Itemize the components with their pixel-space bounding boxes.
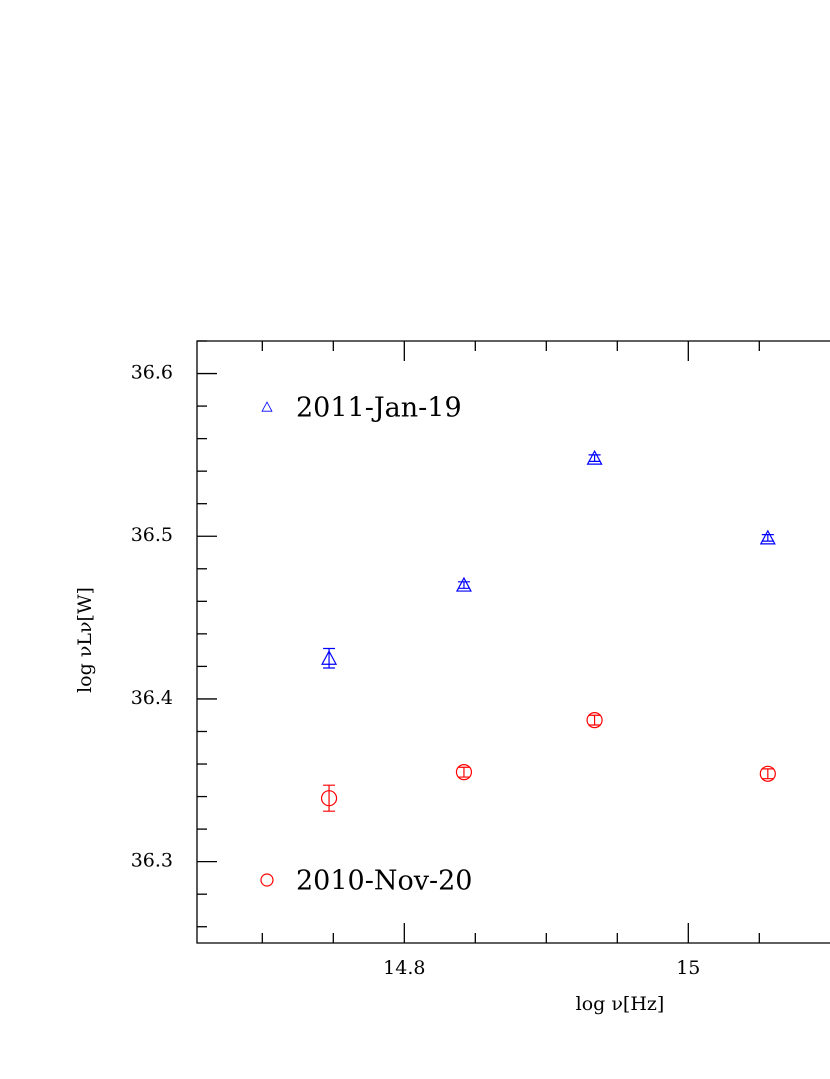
point: [586, 711, 603, 729]
error-bar: [761, 768, 774, 780]
y-axis-label: log νLν[W]: [74, 587, 96, 693]
y-tick-label: 36.4: [131, 687, 173, 709]
error-bar: [457, 766, 470, 778]
legend-marker: [261, 401, 273, 412]
y-tick-label: 36.6: [131, 362, 173, 384]
legend-text: 2011-Jan-19: [296, 393, 462, 424]
error-bar: [457, 581, 470, 589]
error-bar: [323, 784, 336, 812]
point: [586, 449, 603, 465]
point: [759, 765, 776, 782]
error-bar: [588, 454, 601, 462]
point: [455, 764, 473, 781]
legend-text: 2010-Nov-20: [296, 866, 472, 897]
x-tick-label: 15: [676, 957, 700, 979]
point: [455, 576, 472, 592]
error-bar: [761, 534, 774, 542]
y-tick-label: 36.3: [131, 850, 173, 872]
x-tick-label: 14.8: [383, 957, 425, 979]
legend-marker: [260, 873, 274, 887]
point: [320, 790, 338, 807]
error-bar: [588, 714, 601, 726]
point: [321, 650, 338, 665]
y-tick-label: 36.5: [131, 524, 173, 546]
x-axis-label: log ν[Hz]: [576, 993, 665, 1015]
plot-frame: [196, 340, 830, 944]
point: [759, 529, 776, 545]
